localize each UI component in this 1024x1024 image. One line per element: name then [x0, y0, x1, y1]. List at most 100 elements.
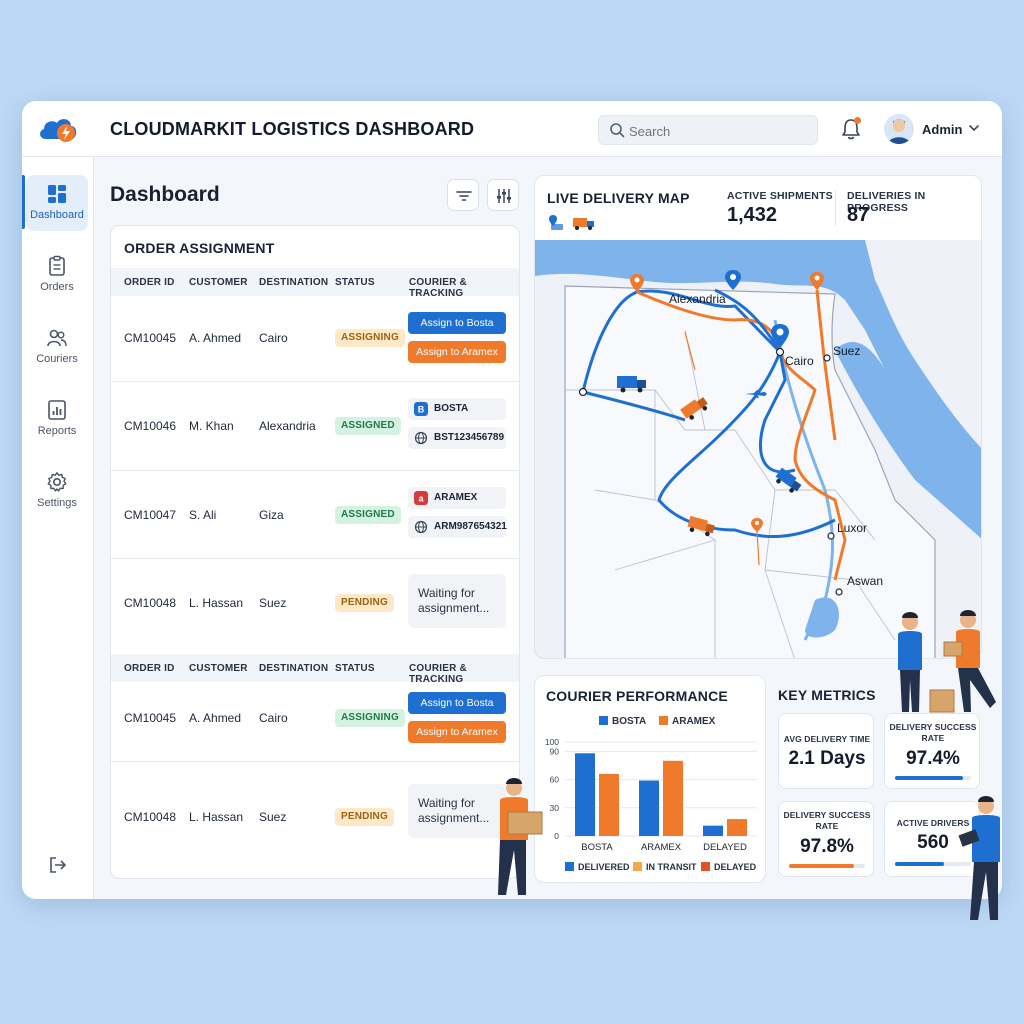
- truck-icon: [680, 397, 708, 420]
- notification-dot: [854, 117, 861, 124]
- column-header: CUSTOMER: [189, 277, 248, 288]
- metric-progress-fill: [895, 862, 945, 866]
- red-sea: [835, 341, 981, 539]
- tracking-chip[interactable]: ARM987654321: [408, 516, 507, 538]
- map-pin-icon[interactable]: [725, 270, 741, 290]
- courier-name: BOSTA: [434, 403, 469, 414]
- legend-swatch: [659, 716, 668, 725]
- city-marker: [823, 354, 831, 362]
- table-row[interactable]: CM10045 A. Ahmed Cairo ASSIGNING Assign …: [111, 296, 519, 382]
- sliders-icon: [497, 189, 511, 203]
- globe-icon: [414, 520, 428, 534]
- city-marker: [827, 532, 835, 540]
- legend-delayed: DELAYED: [701, 862, 756, 872]
- adjust-button[interactable]: [487, 179, 519, 211]
- user-name[interactable]: Admin: [922, 122, 963, 137]
- city-label-aswan: Aswan: [847, 574, 884, 588]
- legend-in-transit: IN TRANSIT: [633, 862, 697, 872]
- aramex-logo-icon: a: [414, 491, 428, 505]
- table-row[interactable]: CM10048 L. Hassan Suez PENDING Waiting f…: [111, 559, 519, 645]
- status-badge: ASSIGNING: [335, 329, 405, 347]
- globe-icon: [414, 431, 428, 445]
- stat-divider: [835, 190, 836, 226]
- map-pin-icon[interactable]: [810, 272, 824, 290]
- destination: Alexandria: [259, 419, 316, 433]
- order-id: CM10048: [124, 810, 177, 824]
- chevron-down-icon[interactable]: [968, 123, 980, 133]
- sidebar-item-settings[interactable]: Settings: [26, 463, 88, 519]
- active-shipments-label: ACTIVE SHIPMENTS: [727, 190, 833, 202]
- top-bar: CLOUDMARKIT LOGISTICS DASHBOARD Admin: [22, 101, 1002, 157]
- delivery-map[interactable]: [535, 240, 982, 659]
- active-shipments-value: 1,432: [727, 204, 778, 226]
- tracking-chip[interactable]: BST123456789: [408, 427, 506, 449]
- filter-button[interactable]: [447, 179, 479, 211]
- customer-name: L. Hassan: [189, 810, 244, 824]
- city-marker: [578, 387, 588, 397]
- assign-bosta-button[interactable]: Assign to Bosta: [408, 692, 506, 714]
- logout-icon[interactable]: [48, 855, 68, 875]
- map-pin-icon[interactable]: [751, 518, 763, 532]
- metric-progress-bar: [789, 864, 865, 868]
- search-icon: [610, 123, 625, 138]
- assign-aramex-button[interactable]: Assign to Aramex: [408, 341, 506, 363]
- bosta-route-west: [582, 390, 686, 422]
- live-delivery-map-card: LIVE DELIVERY MAP ACTIVE SHIPMENTS 1,432…: [534, 175, 982, 659]
- bosta-route: [581, 289, 836, 538]
- avatar[interactable]: [884, 114, 914, 144]
- y-tick-label: 30: [550, 803, 560, 813]
- sidebar-item-reports[interactable]: Reports: [26, 391, 88, 447]
- app-title: CLOUDMARKIT LOGISTICS DASHBOARD: [110, 119, 475, 139]
- table-row[interactable]: CM10045 A. Ahmed Cairo ASSIGNING Assign …: [111, 682, 519, 762]
- map-pin-icon[interactable]: [771, 324, 789, 348]
- key-metrics-title: KEY METRICS: [778, 687, 876, 703]
- column-header: DESTINATION: [259, 277, 329, 288]
- metric-value: 2.1 Days: [788, 748, 866, 769]
- table-row[interactable]: CM10048 L. Hassan Suez PENDING Waiting f…: [111, 762, 519, 862]
- column-header: STATUS: [335, 663, 375, 674]
- customer-name: A. Ahmed: [189, 331, 242, 345]
- order-assignment-card: ORDER ASSIGNMENT ORDER ID CUSTOMER DESTI…: [110, 225, 520, 879]
- sidebar-item-orders[interactable]: Orders: [26, 247, 88, 303]
- table-row[interactable]: CM10047 S. Ali Giza ASSIGNED a ARAMEX AR…: [111, 471, 519, 559]
- table-row[interactable]: CM10046 M. Khan Alexandria ASSIGNED B BO…: [111, 382, 519, 471]
- search-input[interactable]: [629, 121, 809, 141]
- metric-label: DELIVERY SUCCESS RATE: [889, 722, 977, 743]
- sidebar-item-label: Settings: [37, 497, 77, 509]
- map-header: LIVE DELIVERY MAP ACTIVE SHIPMENTS 1,432…: [535, 176, 981, 240]
- svg-text:B: B: [418, 405, 425, 415]
- cloud-logo-icon: [40, 119, 77, 142]
- country-outline: [564, 285, 936, 658]
- assign-aramex-button[interactable]: Assign to Aramex: [408, 721, 506, 743]
- sidebar-item-couriers[interactable]: Couriers: [26, 319, 88, 375]
- legend-delivered: DELIVERED: [565, 862, 630, 872]
- order-id: CM10048: [124, 596, 177, 610]
- assign-bosta-button[interactable]: Assign to Bosta: [408, 312, 506, 334]
- legend-label: IN TRANSIT: [646, 862, 697, 872]
- map-pin-icon[interactable]: [630, 274, 644, 292]
- legend-label: ARAMEX: [672, 716, 716, 727]
- waiting-note: Waiting for assignment...: [408, 574, 506, 628]
- city-label-luxor: Luxor: [837, 521, 868, 535]
- legend-swatch: [701, 862, 710, 871]
- nile-river: [773, 319, 834, 641]
- column-header: COURIER & TRACKING: [409, 277, 467, 299]
- filter-icon: [456, 191, 472, 201]
- metric-label: AVG DELIVERY TIME: [783, 734, 871, 744]
- metric-delivery-success-rate: DELIVERY SUCCESS RATE 97.4%: [884, 713, 980, 789]
- report-icon: [48, 400, 66, 420]
- status-badge: ASSIGNED: [335, 506, 401, 524]
- customer-name: L. Hassan: [189, 596, 244, 610]
- sidebar-item-dashboard[interactable]: Dashboard: [26, 175, 88, 231]
- sidebar-item-label: Dashboard: [30, 209, 84, 221]
- y-tick-label: 100: [545, 737, 559, 747]
- courier-performance-card: COURIER PERFORMANCE BOSTA ARAMEX 0 30 60 90…: [534, 675, 766, 883]
- search-box[interactable]: [598, 115, 818, 145]
- metric-label: ACTIVE DRIVERS: [896, 818, 970, 828]
- deliveries-value: 87: [847, 204, 870, 226]
- metric-progress-fill: [789, 864, 854, 868]
- status-badge: PENDING: [335, 594, 394, 612]
- sidebar: Dashboard Orders Couriers: [22, 157, 94, 899]
- city-label-suez: Suez: [833, 344, 861, 358]
- metric-value: 97.8%: [800, 836, 854, 857]
